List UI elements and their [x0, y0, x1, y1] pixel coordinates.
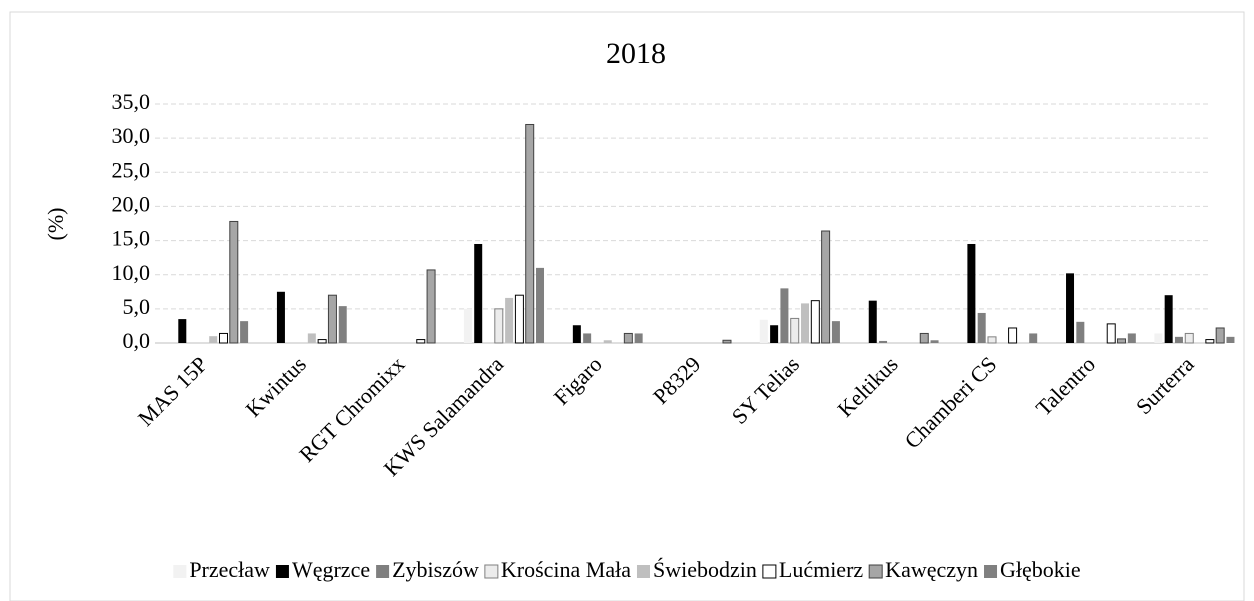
bar — [1076, 321, 1085, 343]
bar — [463, 308, 472, 343]
bar — [1066, 273, 1075, 343]
bar — [821, 230, 831, 344]
bar — [317, 339, 327, 344]
y-tick-label: 15,0 — [112, 226, 151, 251]
bar — [801, 303, 810, 343]
bar — [219, 332, 228, 344]
bar — [240, 321, 249, 343]
bar — [780, 288, 789, 343]
bar — [416, 339, 426, 344]
bar — [536, 267, 545, 343]
bar — [514, 294, 524, 344]
legend-swatch — [868, 564, 883, 579]
legend-swatch — [275, 565, 289, 578]
legend-swatch — [484, 564, 499, 579]
bar — [930, 340, 939, 343]
y-tick-label: 25,0 — [112, 157, 151, 182]
bar — [1029, 333, 1038, 343]
bar — [229, 220, 239, 344]
bar — [1106, 323, 1116, 344]
bar — [770, 325, 779, 343]
bar — [474, 243, 483, 343]
bar — [1127, 333, 1136, 343]
legend-label: Głębokie — [1000, 557, 1081, 582]
legend-swatch — [984, 565, 998, 578]
legend-swatch — [636, 565, 650, 578]
bar — [1164, 295, 1173, 343]
bar — [1008, 327, 1018, 344]
legend-label: Lućmierz — [779, 557, 864, 582]
bar — [623, 332, 633, 344]
bar — [494, 308, 504, 344]
chart-title: 2018 — [606, 37, 666, 70]
bar — [426, 269, 436, 344]
bar — [307, 333, 316, 343]
bar — [967, 243, 976, 343]
bar — [722, 339, 732, 344]
bar — [1205, 339, 1215, 344]
y-axis-label: (%) — [43, 208, 68, 241]
bar — [603, 340, 612, 343]
bar — [572, 325, 581, 343]
legend-swatch — [376, 565, 390, 578]
y-tick-label: 35,0 — [112, 89, 151, 114]
bar — [327, 294, 337, 344]
bar — [831, 321, 840, 343]
y-tick-label: 5,0 — [123, 294, 151, 319]
bar — [977, 312, 986, 343]
bar — [209, 336, 218, 343]
bar — [1215, 327, 1225, 344]
bar — [338, 306, 347, 343]
legend-label: Świebodzin — [653, 557, 757, 582]
legend-swatch — [173, 565, 187, 578]
legend-label: Zybiszów — [392, 557, 479, 582]
y-tick-label: 30,0 — [112, 123, 151, 148]
bar — [790, 317, 800, 344]
bar — [879, 340, 888, 343]
bar — [178, 319, 187, 343]
bar — [1226, 336, 1235, 343]
y-tick-label: 0,0 — [123, 328, 151, 353]
bar — [634, 333, 643, 343]
bar — [525, 123, 535, 344]
bar — [1117, 338, 1127, 344]
legend-label: Przecław — [189, 557, 270, 582]
y-tick-label: 20,0 — [112, 191, 151, 216]
legend-label: Krościna Mała — [501, 557, 631, 582]
bar — [1154, 333, 1163, 343]
bar — [759, 319, 768, 343]
bar — [1184, 332, 1194, 344]
bar — [505, 297, 514, 343]
bar — [276, 291, 285, 343]
legend-label: Węgrzce — [292, 557, 370, 582]
bar — [583, 333, 592, 343]
chart-border — [9, 11, 1245, 601]
bar — [868, 300, 877, 343]
legend-label: Kawęczyn — [885, 557, 978, 582]
bar — [810, 300, 820, 344]
bar — [919, 332, 929, 344]
bar — [987, 336, 997, 344]
legend: Przecław Węgrzce Zybiszów Krościna Mała Świe… — [173, 557, 1081, 582]
bar — [1174, 336, 1183, 343]
y-tick-label: 10,0 — [112, 260, 151, 285]
legend-swatch — [762, 564, 777, 579]
